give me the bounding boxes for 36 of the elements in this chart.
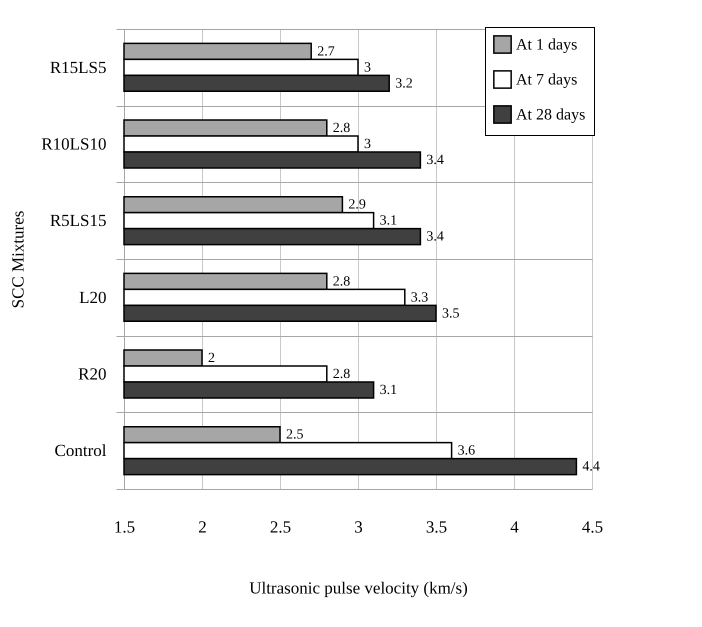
legend-label: At 28 days [516, 106, 586, 124]
data-label: 2.7 [317, 44, 335, 60]
x-tick-label: 2.5 [270, 518, 292, 536]
x-tick-label: 3 [354, 518, 363, 536]
data-label: 2.8 [332, 367, 350, 382]
data-label: 2.5 [286, 428, 304, 443]
data-label: 3 [364, 137, 371, 152]
x-tick-label: 4.5 [582, 518, 604, 536]
legend-label: At 7 days [516, 72, 578, 88]
y-tick-label: R20 [78, 364, 106, 384]
data-label: 3.5 [442, 306, 460, 322]
data-label: 3.2 [395, 76, 413, 92]
y-tick-label: Control [54, 441, 107, 460]
data-label: 2.8 [332, 121, 350, 136]
legend-label: At 1 days [516, 36, 578, 54]
y-tick-label: R15LS5 [50, 58, 106, 77]
y-tick-label: R10LS10 [41, 134, 106, 154]
data-label: 3.4 [426, 152, 444, 168]
x-tick-label: 4 [510, 518, 520, 536]
x-tick-label: 1.5 [114, 518, 136, 536]
data-label: 3.4 [426, 230, 444, 245]
data-label: 3 [364, 60, 371, 76]
data-label: 4.4 [582, 460, 600, 475]
data-label: 3.1 [380, 214, 398, 229]
y-tick-label: R5LS15 [50, 211, 106, 230]
data-label: 3.3 [410, 290, 428, 306]
data-label: 3.6 [458, 444, 476, 459]
data-label: 2 [208, 351, 215, 366]
y-axis-title: SCC Mixtures [8, 210, 28, 308]
data-label: 2.9 [348, 198, 366, 213]
x-tick-label: 2 [198, 518, 207, 536]
x-axis-title: Ultrasonic pulse velocity (km/s) [249, 578, 468, 598]
x-tick-label: 3.5 [426, 518, 448, 536]
data-label: 3.1 [380, 382, 398, 398]
data-label: 2.8 [332, 274, 350, 290]
y-tick-label: L20 [79, 288, 106, 307]
